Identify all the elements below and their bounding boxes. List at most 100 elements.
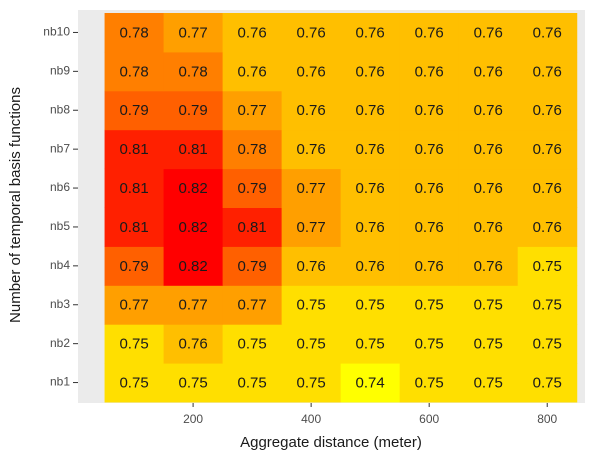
heat-cell (163, 168, 224, 208)
cell-label: 0.75 (356, 336, 385, 353)
heat-cell (517, 51, 578, 92)
x-tick-label: 600 (419, 412, 439, 426)
cell-label: 0.76 (415, 180, 444, 197)
heat-cell (222, 285, 283, 325)
cell-label: 0.75 (474, 297, 503, 314)
cell-label: 0.76 (238, 24, 267, 41)
cell-label: 0.76 (356, 180, 385, 197)
cell-label: 0.75 (297, 297, 326, 314)
cell-label: 0.75 (297, 336, 326, 353)
heat-cell (281, 324, 342, 364)
cell-label: 0.76 (474, 63, 503, 80)
cell-label: 0.75 (533, 336, 562, 353)
cell-label: 0.76 (297, 24, 326, 41)
cell-label: 0.81 (238, 219, 267, 236)
y-tick-label: nb9 (50, 64, 70, 78)
cell-label: 0.75 (178, 375, 207, 392)
cell-label: 0.76 (533, 63, 562, 80)
heat-cell (163, 246, 224, 286)
cell-label: 0.75 (533, 258, 562, 275)
cell-label: 0.79 (238, 258, 267, 275)
cell-label: 0.78 (119, 63, 148, 80)
heat-cell (399, 246, 460, 286)
cell-label: 0.79 (178, 102, 207, 119)
heat-cell (281, 129, 342, 170)
cell-label: 0.76 (356, 219, 385, 236)
heat-cell (517, 246, 578, 286)
cell-label: 0.76 (356, 24, 385, 41)
heat-cell (340, 90, 401, 131)
heat-cell (517, 324, 578, 364)
cell-label: 0.79 (119, 258, 148, 275)
cell-label: 0.76 (533, 141, 562, 158)
heat-cell (104, 324, 165, 364)
heat-cell (104, 363, 165, 403)
cell-label: 0.77 (238, 297, 267, 314)
y-tick-label: nb4 (50, 258, 70, 272)
heat-cell (222, 90, 283, 131)
heat-cell (340, 324, 401, 364)
y-tick-label: nb5 (50, 219, 70, 233)
cell-label: 0.79 (119, 102, 148, 119)
y-tick-label: nb1 (50, 375, 70, 389)
heat-cell (104, 168, 165, 208)
y-tick-label: nb6 (50, 180, 70, 194)
heat-cell (104, 207, 165, 247)
heat-cell (281, 207, 342, 247)
cell-label: 0.76 (415, 63, 444, 80)
cell-label: 0.76 (297, 63, 326, 80)
heat-cell (458, 363, 519, 403)
heat-cell (163, 207, 224, 247)
heat-cell (281, 246, 342, 286)
cell-label: 0.76 (533, 180, 562, 197)
cell-label: 0.76 (533, 102, 562, 119)
heat-cell (399, 207, 460, 247)
heat-cell (281, 168, 342, 208)
cell-label: 0.75 (533, 297, 562, 314)
heat-cell (163, 90, 224, 131)
cell-label: 0.75 (415, 375, 444, 392)
heat-cell (399, 324, 460, 364)
cell-label: 0.76 (474, 24, 503, 41)
cell-label: 0.76 (238, 63, 267, 80)
heat-cell (517, 168, 578, 208)
heat-cell (163, 324, 224, 364)
heat-cell (163, 285, 224, 325)
cell-label: 0.79 (238, 180, 267, 197)
cell-label: 0.76 (474, 102, 503, 119)
cell-label: 0.76 (474, 180, 503, 197)
cell-label: 0.77 (238, 102, 267, 119)
cell-label: 0.75 (119, 375, 148, 392)
cell-label: 0.77 (297, 180, 326, 197)
cell-label: 0.75 (415, 297, 444, 314)
heat-cell (517, 207, 578, 247)
heat-cell (399, 168, 460, 208)
heat-cell (104, 285, 165, 325)
cell-label: 0.75 (356, 297, 385, 314)
heat-cell (222, 324, 283, 364)
cell-label: 0.76 (415, 258, 444, 275)
x-tick-label: 200 (183, 412, 203, 426)
heat-cell (340, 246, 401, 286)
cell-label: 0.75 (238, 375, 267, 392)
cell-label: 0.76 (356, 102, 385, 119)
heat-cell (399, 13, 460, 53)
heat-cell (399, 51, 460, 92)
heat-cell (458, 51, 519, 92)
y-tick-label: nb7 (50, 141, 70, 155)
heat-cell (517, 363, 578, 403)
heat-cell (517, 13, 578, 53)
x-tick-label: 800 (537, 412, 557, 426)
cell-label: 0.76 (297, 102, 326, 119)
cell-label: 0.75 (415, 336, 444, 353)
heat-cell (104, 90, 165, 131)
heat-cell (281, 363, 342, 403)
cell-label: 0.76 (178, 336, 207, 353)
x-axis-title: Aggregate distance (meter) (240, 434, 422, 451)
y-tick-label: nb8 (50, 102, 70, 116)
cell-label: 0.76 (297, 141, 326, 158)
heat-cell (104, 13, 165, 53)
heat-cell (458, 129, 519, 170)
cell-label: 0.76 (533, 24, 562, 41)
